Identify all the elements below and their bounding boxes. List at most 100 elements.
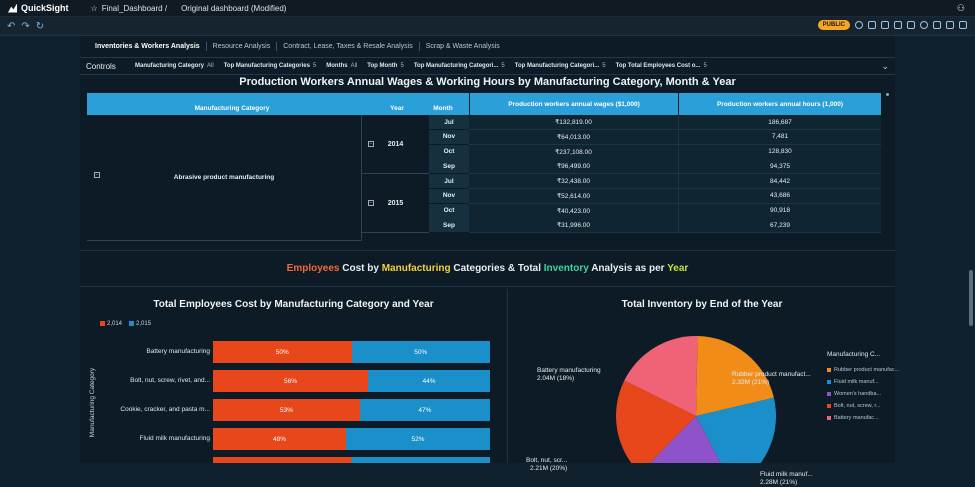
controls-label: Controls <box>86 61 116 71</box>
pie-slice[interactable] <box>696 397 776 463</box>
pie-slice[interactable] <box>624 336 698 416</box>
bar-segment[interactable]: 52% <box>345 428 490 450</box>
control-4[interactable]: Top Manufacturing Categori... 5 <box>414 63 505 69</box>
bar-segment[interactable]: 44% <box>368 370 490 392</box>
pivot-title: Production Workers Annual Wages & Workin… <box>239 76 736 88</box>
pivot-wages-cell: ₹132,819.00 <box>469 115 678 130</box>
pivot-header-cell[interactable]: Manufacturing Category <box>194 105 270 112</box>
pie-data-label: Fluid milk manuf... 2.28M (21%) <box>760 471 813 487</box>
pie-label-value: 2.04M (18%) <box>537 375 575 382</box>
banner-text: Manufacturing <box>381 263 451 274</box>
legend-label: 2,014 <box>107 321 123 328</box>
user-icon[interactable]: ⚇ <box>956 3 965 13</box>
pie-legend-item[interactable]: Fluid milk manuf... <box>827 379 899 385</box>
legend-swatch <box>827 367 831 372</box>
pivot-wages-cell: ₹64,013.00 <box>469 129 678 145</box>
pivot-wages-cell: ₹40,423.00 <box>469 203 678 219</box>
pie-legend-item[interactable]: Women's handba... <box>827 391 899 397</box>
pivot-month-cell: Oct <box>429 203 469 219</box>
email-icon[interactable] <box>933 21 941 29</box>
pie-slice[interactable] <box>616 380 696 463</box>
pivot-table[interactable]: Manufacturing Category Year Month Productio… <box>87 93 881 241</box>
control-1[interactable]: Top Manufacturing Categories 5 <box>224 63 317 69</box>
pivot-year-cell: 2015 <box>362 174 429 233</box>
pie-svg[interactable] <box>509 289 895 463</box>
quicksight-logo[interactable]: QuickSight <box>0 3 69 13</box>
pie-slice[interactable] <box>696 336 774 416</box>
tab-0[interactable]: Inventories & Workers Analysis <box>89 42 207 51</box>
legend-swatch <box>827 379 831 384</box>
threshold-icon[interactable] <box>907 21 915 29</box>
pie-slice[interactable] <box>640 416 733 463</box>
chevron-down-icon[interactable]: ⌄ <box>881 61 889 71</box>
legend-label: Battery manufac... <box>834 415 879 421</box>
menu-icon[interactable] <box>886 93 889 96</box>
pivot-category-cell: Abrasive product manufacturing <box>87 115 362 241</box>
scrollbar[interactable] <box>969 270 973 326</box>
pie-legend-item[interactable]: Bolt, nut, screw, r... <box>827 403 899 409</box>
pivot-header: Manufacturing Category Year Month Productio… <box>87 93 881 115</box>
employees-cost-chart[interactable]: Total Employees Cost by Manufacturing Ca… <box>80 289 508 463</box>
public-badge[interactable]: PUBLIC <box>817 20 850 30</box>
pivot-month-cell: Oct <box>429 144 469 160</box>
dashboard-name: Original dashboard (Modified) <box>181 3 287 13</box>
star-icon[interactable]: ☆ <box>90 3 98 13</box>
control-0[interactable]: Manufacturing Category All <box>135 63 214 69</box>
bar-category-label: Fluid milk manufacturing <box>139 435 210 442</box>
bar-chart-title: Total Employees Cost by Manufacturing Ca… <box>153 299 434 310</box>
pivot-wages-cell: ₹31,996.00 <box>469 218 678 234</box>
bar-segment[interactable]: 56% <box>213 370 369 392</box>
bookmark-icon[interactable] <box>868 21 876 29</box>
pivot-header-cell[interactable]: Production workers annual wages ($1,000) <box>469 93 678 115</box>
control-3[interactable]: Top Month 5 <box>367 63 404 69</box>
section-banner: Employees Cost by Manufacturing Categori… <box>80 250 895 287</box>
schedule-icon[interactable] <box>894 21 902 29</box>
pivot-month-cell: Jul <box>429 115 469 130</box>
undo-icon[interactable]: ↶ <box>7 20 16 32</box>
bar-segment[interactable] <box>213 457 490 463</box>
inventory-pie-chart[interactable]: Total Inventory by End of the Year Rubbe… <box>509 289 899 486</box>
control-5[interactable]: Top Manufacturing Categori... 5 <box>515 63 606 69</box>
control-value: 5 <box>501 63 505 69</box>
bar-segment[interactable]: 47% <box>359 399 490 421</box>
fullscreen-icon[interactable] <box>959 21 967 29</box>
bar-category-label: Cookie, cracker, and pasta m... <box>120 406 210 413</box>
pivot-header-cell[interactable]: Year <box>390 105 404 112</box>
tab-3[interactable]: Scrap & Waste Analysis <box>425 43 500 50</box>
control-name: Top Month <box>367 63 398 69</box>
bar-segment[interactable]: 48% <box>213 428 346 450</box>
banner-text: Categories & Total <box>450 263 544 274</box>
collapse-icon[interactable]: − <box>368 141 374 147</box>
pie-label-value: 2.32M (21%) <box>732 379 770 386</box>
legend-label: 2,015 <box>136 321 152 328</box>
collapse-icon[interactable]: − <box>368 200 374 206</box>
pivot-header-cell[interactable]: Production workers annual hours (1,000) <box>678 93 881 115</box>
reset-icon[interactable]: ↻ <box>35 20 45 32</box>
clock-icon[interactable] <box>855 21 863 29</box>
bar-segment[interactable]: 50% <box>351 341 490 363</box>
bar-segment[interactable]: 50% <box>213 341 352 363</box>
bar-y-axis-label: Manufacturing Category <box>89 367 97 438</box>
pie-data-label: Rubber product manufact... 2.32M (21%) <box>732 371 811 387</box>
collapse-icon[interactable]: − <box>94 172 100 178</box>
pivot-header-cell[interactable]: Month <box>433 105 453 112</box>
pie-label-name: Battery manufacturing <box>537 367 601 374</box>
pie-legend-item[interactable]: Battery manufac... <box>827 415 899 421</box>
control-6[interactable]: Top Total Employees Cost o... 5 <box>616 63 707 69</box>
control-value: All <box>207 63 214 69</box>
tab-2[interactable]: Contract, Lease, Taxes & Resale Analysis <box>277 42 420 51</box>
control-2[interactable]: Months All <box>326 63 357 69</box>
redo-icon[interactable]: ↷ <box>21 20 30 32</box>
legend-item[interactable]: 2,014 <box>100 321 122 327</box>
download-icon[interactable] <box>946 21 954 29</box>
legend-swatch <box>827 403 831 408</box>
pie-legend-item[interactable]: Rubber product manufac... <box>827 367 899 373</box>
legend-swatch <box>827 391 831 396</box>
controls-bar: Controls Manufacturing Category All Top Ma… <box>80 58 895 75</box>
bar-segment[interactable]: 53% <box>213 399 360 421</box>
alert-icon[interactable] <box>881 21 889 29</box>
share-icon[interactable] <box>920 21 928 29</box>
breadcrumb[interactable]: ☆ Final_Dashboard / <box>90 3 168 13</box>
legend-item[interactable]: 2,015 <box>129 321 151 327</box>
tab-1[interactable]: Resource Analysis <box>207 42 278 51</box>
